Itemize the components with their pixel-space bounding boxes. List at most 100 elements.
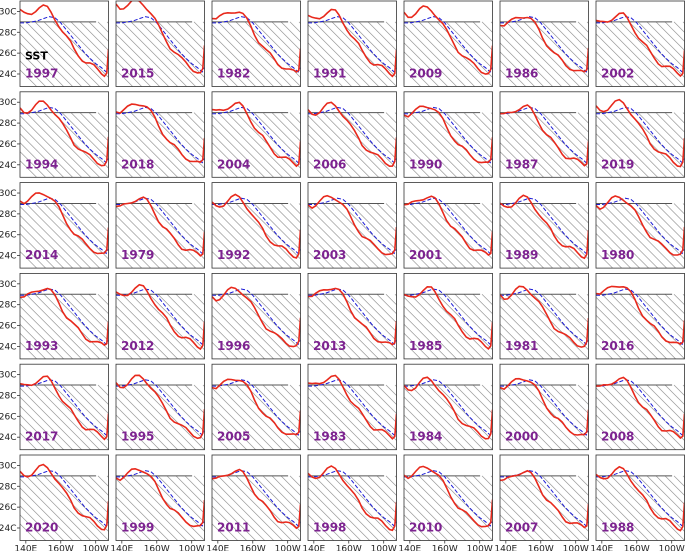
panel-2018: 2018 <box>115 91 205 178</box>
climatology-line <box>500 288 589 346</box>
hatch-line <box>20 232 56 269</box>
hatch-line <box>601 384 668 450</box>
hatch-line <box>116 496 161 541</box>
x-tick-label: 160W <box>48 545 74 551</box>
panel-frame <box>19 182 109 269</box>
hatch-line <box>445 384 493 433</box>
hatch-line <box>596 496 641 541</box>
year-label: 1982 <box>217 67 250 81</box>
hatch-line <box>596 405 641 450</box>
hatch-line <box>262 21 301 60</box>
hatch-line <box>271 475 301 505</box>
y-tick-label: 28C <box>0 28 17 38</box>
hatch-line <box>212 414 248 450</box>
climatology-line <box>500 16 589 73</box>
hatch-line <box>418 203 485 269</box>
hatch-line <box>70 203 109 242</box>
panel-frame <box>403 91 493 178</box>
hatch-line <box>340 203 397 260</box>
hatch-line <box>500 514 527 541</box>
hatch-line <box>527 476 622 551</box>
hatch-line <box>472 384 493 406</box>
panel-2003: 2003 <box>307 182 397 269</box>
hatch-line <box>52 112 109 169</box>
sst-line <box>500 16 589 73</box>
hatch-line <box>349 203 397 251</box>
hatch-line <box>116 332 143 359</box>
hatch-line <box>596 24 659 87</box>
hatch-line <box>148 294 205 351</box>
x-tick-label: 140E <box>14 545 37 551</box>
hatch-line <box>212 24 275 87</box>
hatch-line <box>367 294 397 324</box>
hatch-line <box>308 487 362 541</box>
panel-plot-area <box>500 377 589 450</box>
hatch-line <box>212 223 257 269</box>
hatch-line <box>175 475 205 505</box>
hatch-line <box>20 487 74 541</box>
panel-frame <box>499 0 589 87</box>
climatology-line <box>20 288 109 346</box>
hatch-line <box>550 21 589 60</box>
hatch-line <box>596 115 659 178</box>
hatch-line <box>404 241 431 269</box>
sst-line <box>308 374 397 440</box>
year-label: 2008 <box>601 430 634 444</box>
panel-plot-area <box>20 463 109 541</box>
hatch-line <box>157 384 205 433</box>
panel-plot-area <box>116 196 205 269</box>
hatch-line <box>514 294 581 359</box>
hatch-line <box>404 124 458 178</box>
hatch-line <box>116 133 161 178</box>
hatch-line <box>25 384 92 450</box>
hatch-line <box>514 203 581 269</box>
hatch-line <box>637 112 685 160</box>
year-label: 2011 <box>217 521 250 535</box>
panel-plot-area <box>596 465 685 541</box>
hatch-line <box>404 496 449 541</box>
hatch-line <box>340 21 397 78</box>
hatch-line <box>349 384 397 433</box>
hatch-line <box>422 476 517 551</box>
panel-frame <box>307 454 397 541</box>
hatch-line <box>212 232 248 269</box>
y-tick-label: 28C <box>0 119 17 129</box>
y-tick-label: 30C <box>0 189 17 199</box>
hatch-line <box>271 21 301 51</box>
hatch-line <box>367 203 397 233</box>
hatch-line <box>130 21 197 87</box>
hatch-line <box>212 241 239 269</box>
climatology-line <box>308 288 397 346</box>
climatology-line <box>212 470 301 527</box>
hatch-line <box>596 205 659 269</box>
sst-line <box>404 105 493 164</box>
hatch-line <box>550 294 589 333</box>
hatch-line <box>61 203 109 251</box>
hatch-line <box>646 294 685 333</box>
hatch-line <box>367 21 397 51</box>
sst-line <box>404 285 493 351</box>
hatch-line <box>20 51 56 87</box>
hatch-line <box>308 414 344 450</box>
hatch-line <box>25 475 92 541</box>
hatch-line <box>226 112 293 178</box>
panel-frame <box>115 182 205 269</box>
hatch-line <box>148 203 205 260</box>
hatch-line <box>217 203 284 269</box>
year-label: 2005 <box>217 430 250 444</box>
hatch-line <box>500 24 563 87</box>
hatch-line <box>88 21 109 42</box>
hatch-line <box>322 384 389 450</box>
panel-plot-area <box>116 1 205 87</box>
hatch-line <box>34 21 101 87</box>
hatch-line <box>646 384 685 424</box>
panel-frame <box>403 454 493 541</box>
hatch-line <box>404 142 440 178</box>
hatch-line <box>655 21 685 51</box>
year-label: 2010 <box>409 521 442 535</box>
hatch-line <box>404 151 431 178</box>
hatch-line <box>404 223 449 269</box>
hatch-line <box>463 384 493 415</box>
hatch-line <box>523 203 589 269</box>
hatch-line <box>500 205 563 269</box>
